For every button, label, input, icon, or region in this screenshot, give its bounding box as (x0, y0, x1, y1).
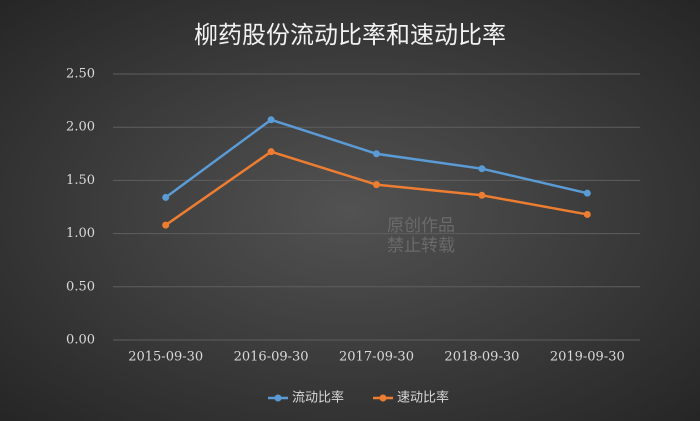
point (267, 116, 275, 124)
watermark: 原创作品 (387, 216, 455, 236)
y-tick-label: 0.00 (66, 333, 95, 348)
x-tick-label: 2016-09-30 (234, 350, 309, 365)
point (162, 221, 170, 229)
point (478, 191, 486, 199)
y-tick-label: 2.00 (66, 120, 95, 135)
legend-swatch (379, 394, 387, 402)
x-tick-label: 2018-09-30 (444, 350, 519, 365)
point (162, 193, 170, 201)
point (583, 189, 591, 197)
y-tick-label: 2.50 (66, 67, 95, 82)
x-tick-label: 2017-09-30 (339, 350, 414, 365)
x-tick-label: 2019-09-30 (550, 350, 625, 365)
legend-label: 流动比率 (292, 390, 344, 406)
y-tick-label: 1.50 (66, 173, 95, 188)
legend-swatch (274, 394, 282, 402)
watermark: 禁止转载 (387, 236, 455, 256)
point (583, 210, 591, 218)
point (373, 181, 380, 189)
point (373, 150, 380, 158)
point (267, 148, 275, 156)
point (478, 165, 486, 173)
legend-label: 速动比率 (397, 390, 449, 406)
y-tick-label: 1.00 (66, 226, 95, 241)
y-tick-label: 0.50 (66, 279, 95, 294)
chart-title: 柳药股份流动比率和速动比率 (194, 21, 506, 49)
x-tick-label: 2015-09-30 (128, 350, 203, 365)
